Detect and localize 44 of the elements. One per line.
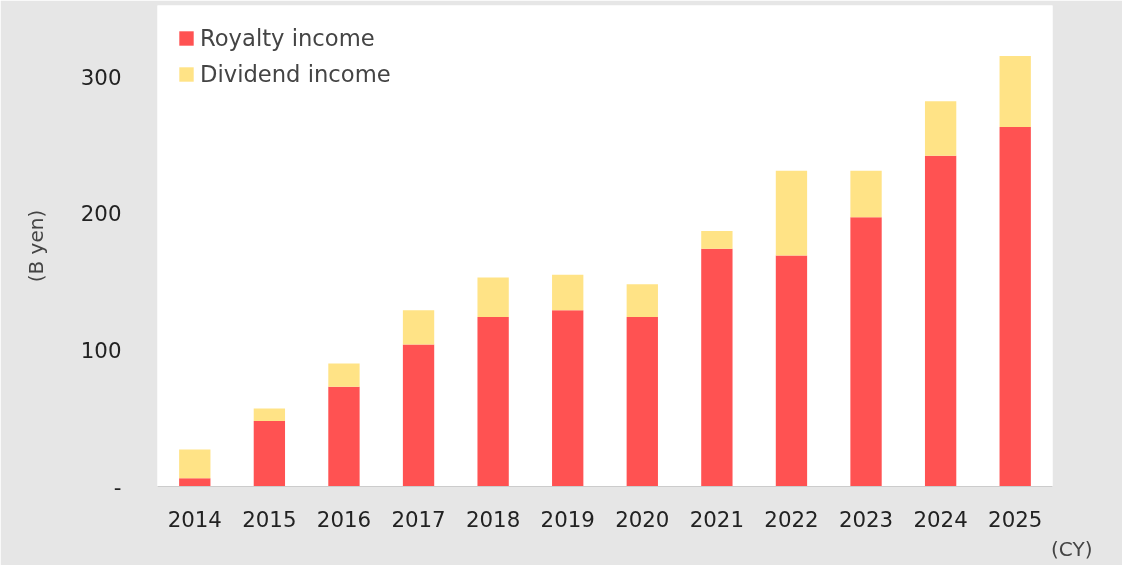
bar: [924, 155, 957, 487]
bar: [179, 478, 211, 487]
bar: [328, 386, 360, 487]
legend-label: Royalty income: [200, 25, 375, 51]
bar: [402, 344, 435, 487]
bar: [999, 56, 1031, 128]
x-tick-label: 2014: [167, 506, 222, 532]
bar: [775, 255, 808, 487]
bar: [701, 248, 733, 487]
x-tick-label: 2023: [838, 506, 894, 532]
bar: [924, 101, 957, 156]
bar: [328, 363, 360, 387]
bar: [477, 317, 509, 487]
x-tick-label: 2018: [465, 506, 521, 532]
bar: [402, 310, 435, 345]
y-tick-label: 100: [80, 337, 122, 363]
y-tick-label: 200: [80, 201, 122, 227]
bar: [626, 317, 658, 487]
y-tick-label: 300: [80, 64, 122, 90]
x-tick-label: 2016: [316, 506, 372, 532]
y-axis-title: (B yen): [23, 209, 48, 283]
bar: [626, 284, 658, 318]
bar: [775, 170, 808, 256]
x-tick-label: 2021: [689, 506, 745, 532]
x-tick-label: 2020: [615, 506, 670, 532]
legend-label: Dividend income: [200, 61, 391, 87]
y-tick-label: -: [113, 474, 122, 500]
bar: [701, 230, 733, 249]
bar: [253, 420, 286, 487]
x-tick-label: 2022: [764, 506, 819, 532]
bar: [850, 170, 882, 218]
bar: [477, 277, 509, 318]
bar: [552, 274, 584, 311]
x-axis-title: (CY): [1051, 536, 1093, 561]
x-tick-label: 2017: [391, 506, 446, 532]
x-tick-label: 2015: [242, 506, 297, 532]
bar: [552, 310, 584, 487]
bar: [179, 449, 211, 479]
x-tick-label: 2025: [988, 506, 1043, 532]
bar: [850, 217, 882, 487]
bar: [253, 408, 286, 421]
x-tick-label: 2024: [913, 506, 968, 532]
bar: [999, 127, 1031, 487]
x-tick-label: 2019: [540, 506, 595, 532]
